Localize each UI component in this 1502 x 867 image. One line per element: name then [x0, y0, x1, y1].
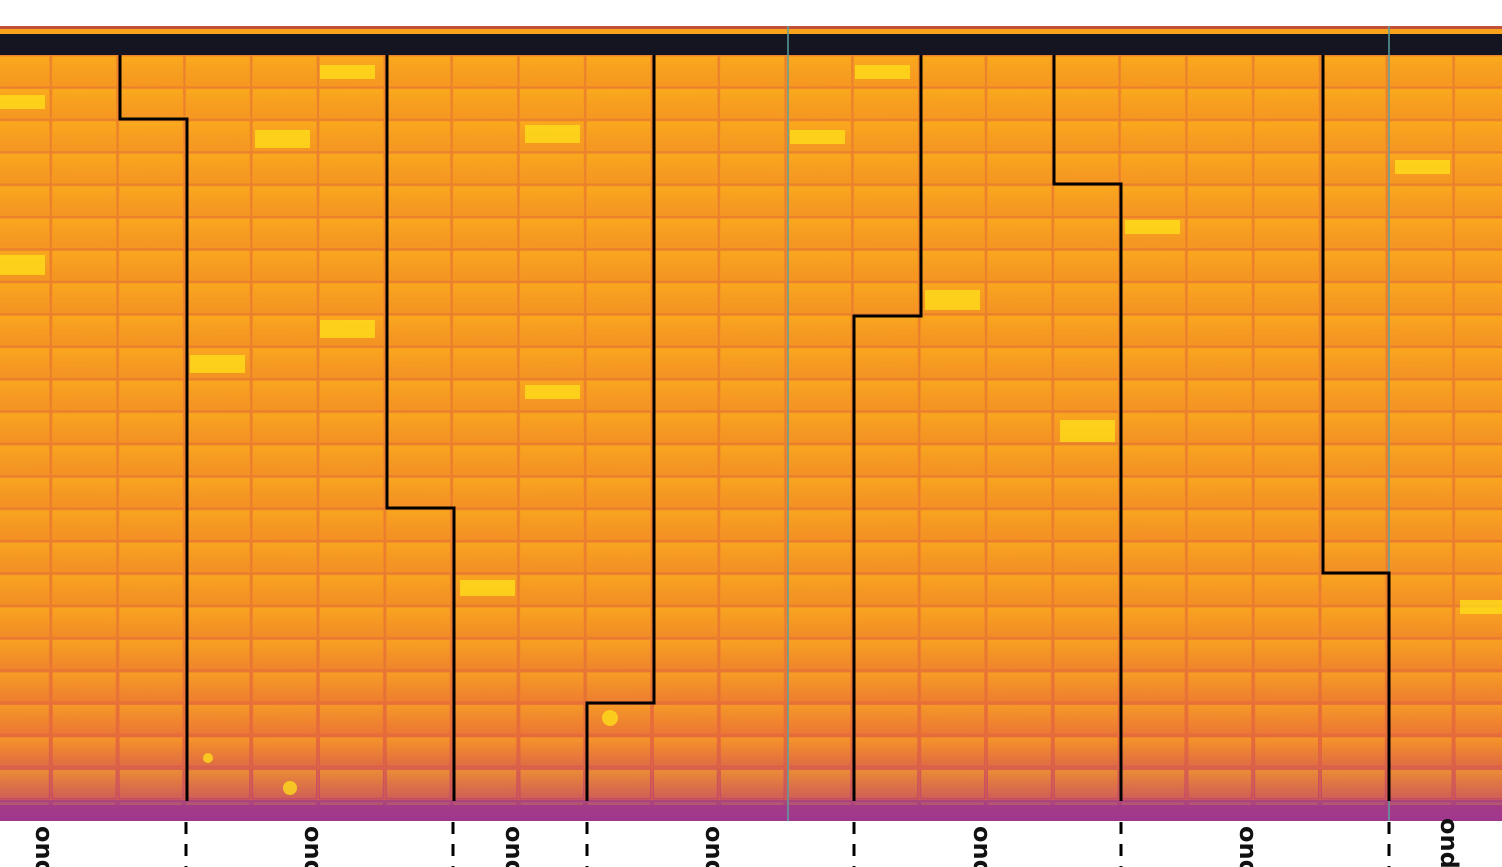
string-labels: ond ond ond ond ond ond ond [30, 818, 1463, 867]
string-boundaries [118, 55, 1391, 801]
label: ond [30, 826, 58, 867]
label: ond [968, 826, 996, 867]
boundary-dashes [184, 822, 1391, 867]
label: ond [500, 826, 528, 867]
top-edge [0, 26, 1502, 29]
frame-bar [0, 34, 1502, 55]
label: ond [1234, 826, 1262, 867]
label: ond [700, 826, 728, 867]
label: ond [299, 826, 327, 867]
label: ond [1435, 818, 1463, 867]
panel-grid [0, 55, 1502, 805]
hot-spots [0, 65, 1502, 795]
bottom-frame [0, 800, 1502, 821]
